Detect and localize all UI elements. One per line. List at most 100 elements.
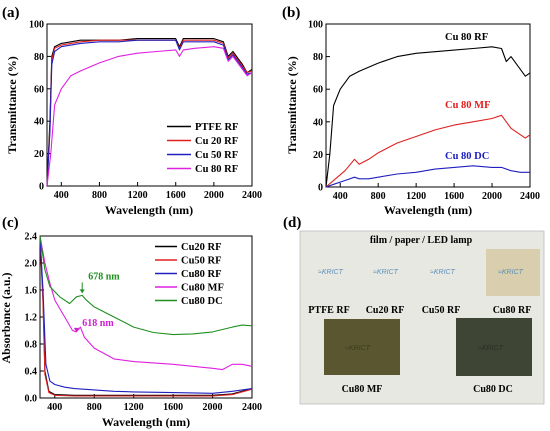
series-line-cu-80-dc — [325, 165, 530, 188]
legend-entry: Cu50 RF — [181, 256, 222, 267]
sample-label-cu80-mf: Cu80 MF — [342, 384, 383, 395]
y-tick-label: 40 — [313, 117, 323, 128]
x-tick-label: 2000 — [203, 402, 223, 413]
y-tick-label: 2.0 — [25, 259, 38, 270]
panel-a-xlabel: Wavelength (nm) — [105, 203, 193, 217]
annotation-arrowhead — [79, 289, 85, 294]
x-tick-label: 2400 — [520, 191, 540, 202]
annotation-label: 678 nm — [88, 271, 120, 282]
cu80dc-film — [456, 318, 532, 376]
logo-cu20: ≈KRICT — [373, 269, 399, 276]
series-line-cu-80-mf — [325, 114, 531, 188]
x-tick-label: 400 — [47, 402, 62, 413]
x-tick-label: 1600 — [166, 190, 186, 201]
logo-ptfe: ≈KRICT — [318, 269, 344, 276]
x-tick-label: 1600 — [444, 191, 464, 202]
series-line-cu80-dc — [39, 235, 253, 336]
y-tick-label: 0 — [318, 183, 323, 194]
sample-label-ptfe-rf: PTFE RF — [308, 305, 349, 316]
y-tick-label: 20 — [313, 150, 323, 161]
y-tick-label: 0.4 — [25, 367, 38, 378]
x-tick-label: 1200 — [128, 190, 148, 201]
series-label: Cu 80 MF — [445, 100, 491, 111]
sample-label-cu80-dc: Cu80 DC — [473, 384, 513, 395]
y-tick-label: 2.4 — [25, 232, 38, 243]
x-tick-label: 2400 — [242, 402, 262, 413]
annotation-label: 618 nm — [82, 318, 114, 329]
panel-a-series — [46, 38, 253, 187]
photo-title: film / paper / LED lamp — [370, 235, 473, 246]
panel-c-xlabel: Wavelength (nm) — [102, 415, 190, 429]
y-tick-label: 40 — [34, 117, 44, 128]
x-tick-label: 800 — [371, 191, 386, 202]
y-tick-label: 100 — [308, 20, 323, 31]
panel-d-label: (d) — [283, 215, 301, 231]
sample-label-cu50-rf: Cu50 RF — [422, 305, 461, 316]
panel-c-ticks: 400 800 1200 1600 2000 2400 0.0 0.4 0.8 1.2 1.6 2.0… — [25, 232, 263, 414]
panel-b-ylabel: Transmittance (%) — [285, 56, 299, 153]
series-line-cu80-mf — [39, 235, 253, 371]
legend-entry: Cu 50 RF — [195, 150, 238, 161]
panel-c-series — [39, 235, 253, 397]
panel-a-label: (a) — [2, 5, 20, 21]
logo-cu80dc: ≈KRICT — [478, 345, 504, 352]
x-tick-label: 2000 — [482, 191, 502, 202]
y-tick-label: 0.8 — [25, 340, 38, 351]
legend-entry: Cu20 RF — [181, 242, 222, 253]
legend-entry: PTFE RF — [195, 122, 238, 133]
y-tick-label: 100 — [29, 20, 44, 31]
y-tick-label: 1.2 — [25, 313, 38, 324]
panel-b-xlabel: Wavelength (nm) — [384, 203, 472, 217]
panel-c-label: (c) — [2, 215, 19, 231]
sample-label-cu80-rf: Cu80 RF — [493, 305, 532, 316]
series-label: Cu 80 DC — [445, 151, 489, 162]
sample-label-cu20-rf: Cu20 RF — [366, 305, 405, 316]
x-tick-label: 400 — [333, 191, 348, 202]
series-line-cu-80-rf — [325, 46, 531, 188]
panel-c-ylabel: Absorbance (a.u.) — [0, 272, 13, 363]
panel-c-annotations: 678 nm 618 nm — [73, 271, 120, 332]
panel-b: (b) 400 800 1200 1600 2000 2400 0 20 40 60 80 100 W… — [282, 5, 540, 217]
series-line-cu80-rf — [39, 235, 253, 394]
y-tick-label: 1.6 — [25, 286, 38, 297]
y-tick-label: 0 — [39, 182, 44, 193]
panel-b-plot-frame — [325, 23, 531, 188]
logo-cu80mf: ≈KRICT — [345, 345, 371, 352]
cu80mf-film — [324, 319, 400, 375]
legend-entry: Cu 80 RF — [195, 164, 238, 175]
x-tick-label: 2400 — [242, 190, 262, 201]
panel-a-legend: PTFE RF Cu 20 RF Cu 50 RF Cu 80 RF — [167, 122, 238, 175]
panel-b-label: (b) — [282, 5, 300, 21]
x-tick-label: 800 — [87, 402, 102, 413]
panel-d: (d) film / paper / LED lamp ≈KRICT ≈KRIC… — [283, 215, 545, 405]
panel-b-series — [325, 46, 531, 188]
panel-a-ticks: 400 800 1200 1600 2000 2400 0 20 40 60 80 100 — [29, 20, 262, 202]
y-tick-label: 0.0 — [25, 394, 38, 405]
x-tick-label: 1200 — [124, 402, 144, 413]
series-line-cu-50-rf — [46, 39, 253, 187]
legend-entry: Cu80 DC — [181, 296, 223, 307]
series-line-cu50-rf — [39, 235, 253, 397]
panel-b-series-labels: Cu 80 RF Cu 80 MF Cu 80 DC — [445, 32, 491, 162]
panel-b-ticks: 400 800 1200 1600 2000 2400 0 20 40 60 80 100 — [308, 20, 540, 203]
logo-cu80rf: ≈KRICT — [498, 269, 524, 276]
series-line-cu-80-rf — [46, 46, 253, 187]
panel-a-ylabel: Transmittance (%) — [5, 56, 19, 153]
panel-c: (c) 400 800 1200 1600 2000 2400 0.0 0.4 0.8 1.2 1.… — [0, 215, 262, 429]
y-tick-label: 20 — [34, 149, 44, 160]
x-tick-label: 1600 — [163, 402, 183, 413]
y-tick-label: 60 — [313, 85, 323, 96]
cu80rf-film — [486, 249, 540, 296]
y-tick-label: 80 — [313, 52, 323, 63]
panel-a: (a) 400 800 1200 1600 2000 2400 0 20 40 60 80 100 W… — [2, 5, 262, 217]
legend-entry: Cu80 MF — [181, 283, 224, 294]
x-tick-label: 1200 — [406, 191, 426, 202]
legend-entry: Cu 20 RF — [195, 136, 238, 147]
legend-entry: Cu80 RF — [181, 269, 222, 280]
y-tick-label: 60 — [34, 84, 44, 95]
y-tick-label: 80 — [34, 52, 44, 63]
x-tick-label: 800 — [92, 190, 107, 201]
logo-cu50: ≈KRICT — [430, 269, 456, 276]
x-tick-label: 2000 — [204, 190, 224, 201]
